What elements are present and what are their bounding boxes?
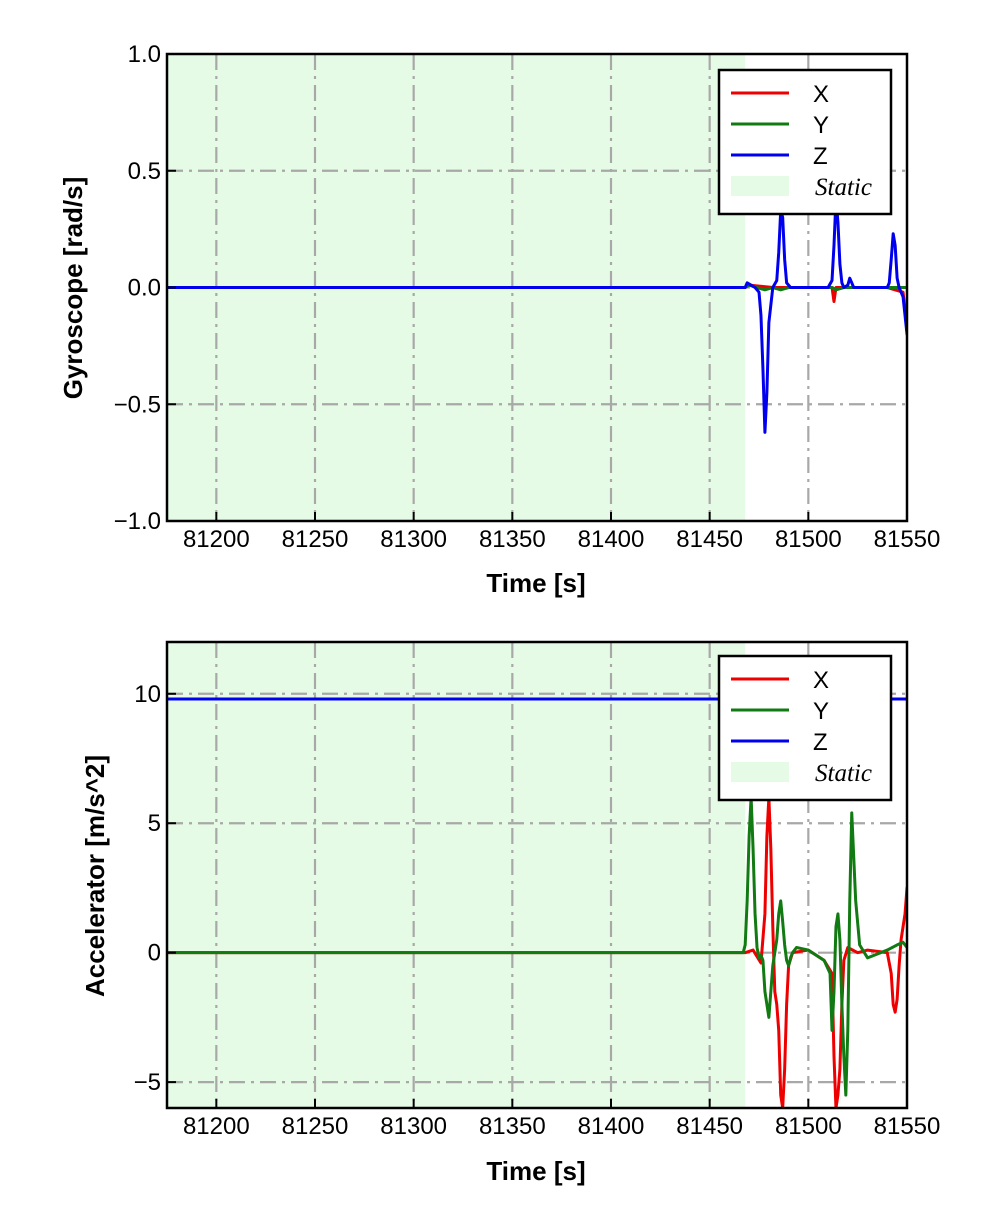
y-tick-label: 1.0 [128, 41, 161, 68]
x-tick-label: 81500 [775, 526, 842, 553]
legend: XYZ Static [717, 68, 893, 216]
plot-frame [165, 640, 909, 1110]
y-tick-label: −1.0 [114, 508, 161, 535]
y-tick-label: 0.5 [128, 158, 161, 185]
y-tick-label: 5 [148, 810, 161, 837]
accelerometer-panel: 81200 81250 81300 81350 81400 81450 81500 81550… [80, 640, 941, 1186]
legend-label: Y [813, 112, 829, 139]
x-tick-label: 81200 [183, 1113, 250, 1140]
x-tick-label: 81400 [578, 1113, 645, 1140]
legend: XYZ Static [717, 654, 893, 802]
gyroscope-panel: 81200 81250 81300 81350 81400 81450 81500 81550… [58, 41, 940, 598]
legend-label: Y [813, 698, 829, 725]
x-tick-label: 81300 [380, 1113, 447, 1140]
series-group [167, 197, 907, 434]
x-tick-label: 81500 [775, 1113, 842, 1140]
series-line-z [167, 197, 907, 434]
x-tick-label: 81550 [874, 1113, 941, 1140]
x-tick-label: 81350 [479, 526, 546, 553]
y-axis-title: Accelerator [m/s^2] [80, 755, 110, 997]
x-tick-label: 81250 [282, 1113, 349, 1140]
y-tick-label: 0.0 [128, 275, 161, 302]
x-tick-label: 81350 [479, 1113, 546, 1140]
legend-label: X [813, 81, 829, 108]
y-tick-label: 0 [148, 940, 161, 967]
x-tick-label: 81200 [183, 526, 250, 553]
x-tick-label: 81300 [380, 526, 447, 553]
legend-swatch-static [731, 762, 789, 782]
series-line-y [167, 283, 907, 292]
legend-label: Z [813, 729, 828, 756]
x-tick-label: 81450 [676, 526, 743, 553]
x-tick-label: 81400 [578, 526, 645, 553]
legend-swatch-static [731, 176, 789, 196]
y-tick-label: 10 [134, 681, 161, 708]
x-tick-label: 81550 [874, 526, 941, 553]
y-axis-title: Gyroscope [rad/s] [58, 177, 88, 400]
series-line-y [167, 795, 907, 1097]
x-tick-label: 81450 [676, 1113, 743, 1140]
y-tick-label: −0.5 [114, 391, 161, 418]
legend-label: Static [815, 174, 872, 201]
legend-label: X [813, 667, 829, 694]
x-axis-title: Time [s] [486, 568, 585, 598]
legend-label: Z [813, 143, 828, 170]
x-axis-title: Time [s] [486, 1156, 585, 1186]
y-tick-label: −5 [134, 1069, 161, 1096]
legend-label: Static [815, 760, 872, 787]
x-tick-label: 81250 [282, 526, 349, 553]
static-region [167, 642, 746, 1108]
